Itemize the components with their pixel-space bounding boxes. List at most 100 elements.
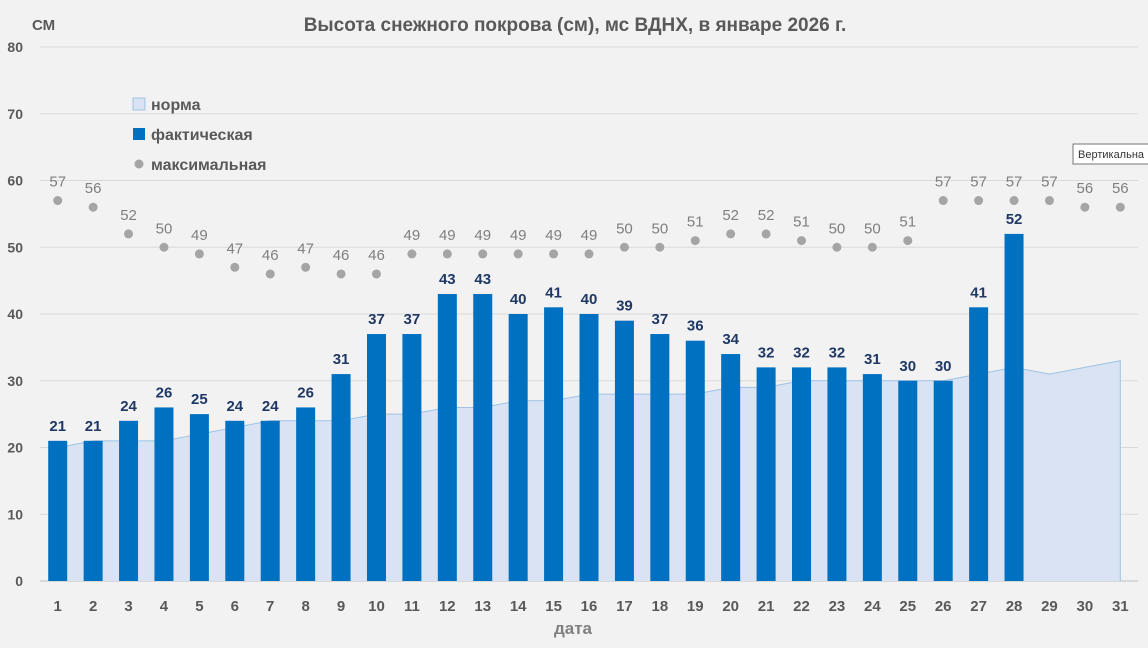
bar-value-label: 36	[687, 318, 704, 335]
bar-value-label: 30	[935, 358, 952, 375]
max-point-day-17	[619, 242, 629, 252]
bar-value-label: 37	[404, 311, 421, 328]
max-point-day-14	[513, 249, 523, 259]
bar-value-label: 24	[226, 398, 243, 415]
bar-value-label: 41	[970, 284, 987, 301]
legend: норма фактическая максимальная	[132, 97, 266, 174]
x-tick-label: 31	[1112, 598, 1129, 615]
max-point-day-29	[1044, 196, 1054, 206]
y-tick-label: 40	[7, 306, 23, 322]
max-point-day-1	[53, 196, 63, 206]
x-tick-label: 4	[160, 598, 169, 615]
y-axis-unit: СМ	[32, 17, 55, 34]
max-point-day-13	[478, 249, 488, 259]
x-tick-label: 22	[793, 598, 810, 615]
x-tick-label: 21	[758, 598, 775, 615]
bar-day-2	[83, 440, 103, 581]
y-tick-label: 20	[7, 440, 23, 456]
max-value-label: 51	[793, 214, 810, 231]
max-point-day-15	[549, 249, 559, 259]
bar-value-label: 32	[793, 344, 810, 361]
max-points-series: 57 56 52 50 49 47 46 47 46 46 49 49 49 49 49 49 50 50 51 52…	[49, 174, 1129, 279]
max-value-label: 49	[191, 227, 208, 244]
legend-swatch-norm	[132, 97, 146, 111]
x-tick-label: 15	[545, 598, 562, 615]
x-tick-label: 7	[266, 598, 274, 615]
max-point-day-23	[832, 242, 842, 252]
x-tick-label: 6	[231, 598, 239, 615]
tooltip: Вертикальна	[1072, 143, 1148, 165]
bar-day-4	[154, 407, 174, 581]
bar-day-19	[685, 340, 705, 581]
max-value-label: 49	[439, 227, 456, 244]
max-point-day-4	[159, 242, 169, 252]
x-tick-label: 13	[474, 598, 491, 615]
bar-value-label: 26	[156, 384, 173, 401]
x-tick-label: 24	[864, 598, 881, 615]
bar-day-27	[969, 307, 989, 581]
legend-label-actual: фактическая	[151, 127, 253, 144]
y-axis-ticks: 0 10 20 30 40 50 60 70 80	[7, 39, 23, 589]
y-tick-label: 0	[15, 573, 23, 589]
max-value-label: 49	[510, 227, 527, 244]
bar-value-label: 31	[333, 351, 350, 368]
max-value-label: 46	[262, 247, 279, 264]
x-tick-label: 9	[337, 598, 345, 615]
bar-value-label: 21	[49, 418, 66, 435]
max-value-label: 50	[651, 220, 668, 237]
bar-day-11	[402, 334, 422, 581]
max-value-label: 49	[545, 227, 562, 244]
bar-value-label: 52	[1006, 211, 1023, 228]
bar-day-18	[650, 334, 670, 581]
bar-day-17	[614, 320, 634, 581]
legend-swatch-actual	[133, 128, 145, 140]
bar-day-7	[260, 420, 280, 581]
max-value-label: 56	[1077, 180, 1094, 197]
max-point-day-5	[194, 249, 204, 259]
bar-day-5	[189, 414, 209, 581]
bar-day-3	[119, 420, 139, 581]
max-value-label: 50	[829, 220, 846, 237]
max-value-label: 57	[935, 174, 952, 191]
bar-value-label: 31	[864, 351, 881, 368]
max-point-day-11	[407, 249, 417, 259]
bar-value-label: 26	[297, 384, 314, 401]
bar-day-24	[862, 374, 882, 581]
max-value-label: 57	[1041, 174, 1058, 191]
max-value-label: 56	[85, 180, 102, 197]
bar-value-label: 43	[474, 271, 491, 288]
x-tick-label: 17	[616, 598, 633, 615]
max-value-label: 49	[474, 227, 491, 244]
max-value-label: 57	[1006, 174, 1023, 191]
bar-day-12	[437, 293, 457, 581]
max-value-label: 51	[687, 214, 704, 231]
y-tick-label: 10	[7, 506, 23, 522]
actual-bars-series: 21 21 24 26 25 24 24 26 31 37 37 43 43 40 41 40 39 37 36 34…	[48, 211, 1024, 581]
x-tick-label: 1	[54, 598, 62, 615]
x-tick-label: 14	[510, 598, 527, 615]
max-value-label: 56	[1112, 180, 1129, 197]
bar-value-label: 40	[510, 291, 527, 308]
max-value-label: 50	[864, 220, 881, 237]
bar-value-label: 37	[368, 311, 385, 328]
max-point-day-16	[584, 249, 594, 259]
x-tick-label: 12	[439, 598, 456, 615]
bar-value-label: 40	[581, 291, 598, 308]
legend-label-norm: норма	[151, 97, 201, 114]
chart-title: Высота снежного покрова (см), мс ВДНХ, в…	[304, 15, 847, 36]
bar-value-label: 43	[439, 271, 456, 288]
bar-day-23	[827, 367, 847, 581]
tooltip-box	[1072, 143, 1148, 165]
x-tick-label: 28	[1006, 598, 1023, 615]
max-value-label: 49	[404, 227, 421, 244]
max-point-day-20	[726, 229, 736, 239]
bar-day-25	[898, 380, 918, 581]
x-tick-label: 16	[581, 598, 598, 615]
legend-swatch-max	[134, 159, 144, 169]
max-point-day-31	[1115, 202, 1125, 212]
x-tick-label: 30	[1077, 598, 1094, 615]
max-point-day-8	[301, 262, 311, 272]
x-tick-label: 10	[368, 598, 385, 615]
max-point-day-28	[1009, 196, 1019, 206]
